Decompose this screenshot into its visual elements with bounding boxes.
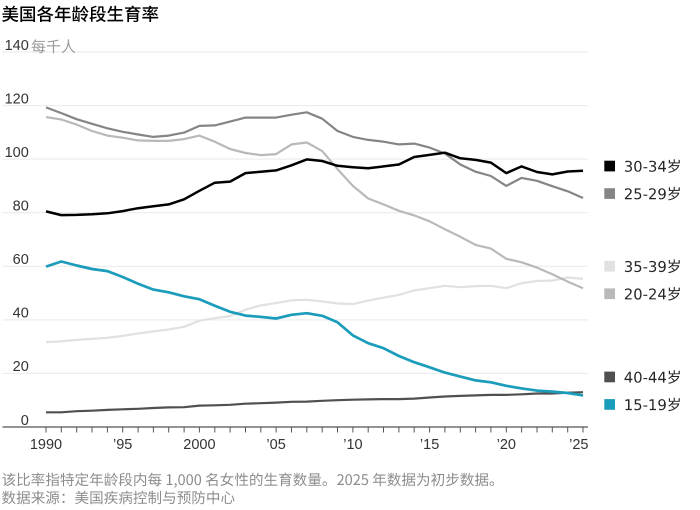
svg-text:2000: 2000 bbox=[183, 437, 215, 453]
svg-text:140: 140 bbox=[5, 38, 29, 54]
svg-text:’05: ’05 bbox=[266, 437, 285, 453]
svg-text:0: 0 bbox=[21, 413, 29, 429]
svg-text:80: 80 bbox=[13, 199, 29, 215]
svg-text:40: 40 bbox=[13, 306, 29, 322]
svg-text:’25: ’25 bbox=[569, 437, 588, 453]
svg-text:100: 100 bbox=[5, 145, 29, 161]
svg-text:20: 20 bbox=[13, 359, 29, 375]
svg-text:1990: 1990 bbox=[30, 437, 62, 453]
svg-text:’10: ’10 bbox=[343, 437, 362, 453]
svg-text:120: 120 bbox=[5, 91, 29, 107]
svg-text:’95: ’95 bbox=[113, 437, 132, 453]
svg-text:60: 60 bbox=[13, 252, 29, 268]
svg-text:’20: ’20 bbox=[497, 437, 516, 453]
svg-text:’15: ’15 bbox=[420, 437, 439, 453]
